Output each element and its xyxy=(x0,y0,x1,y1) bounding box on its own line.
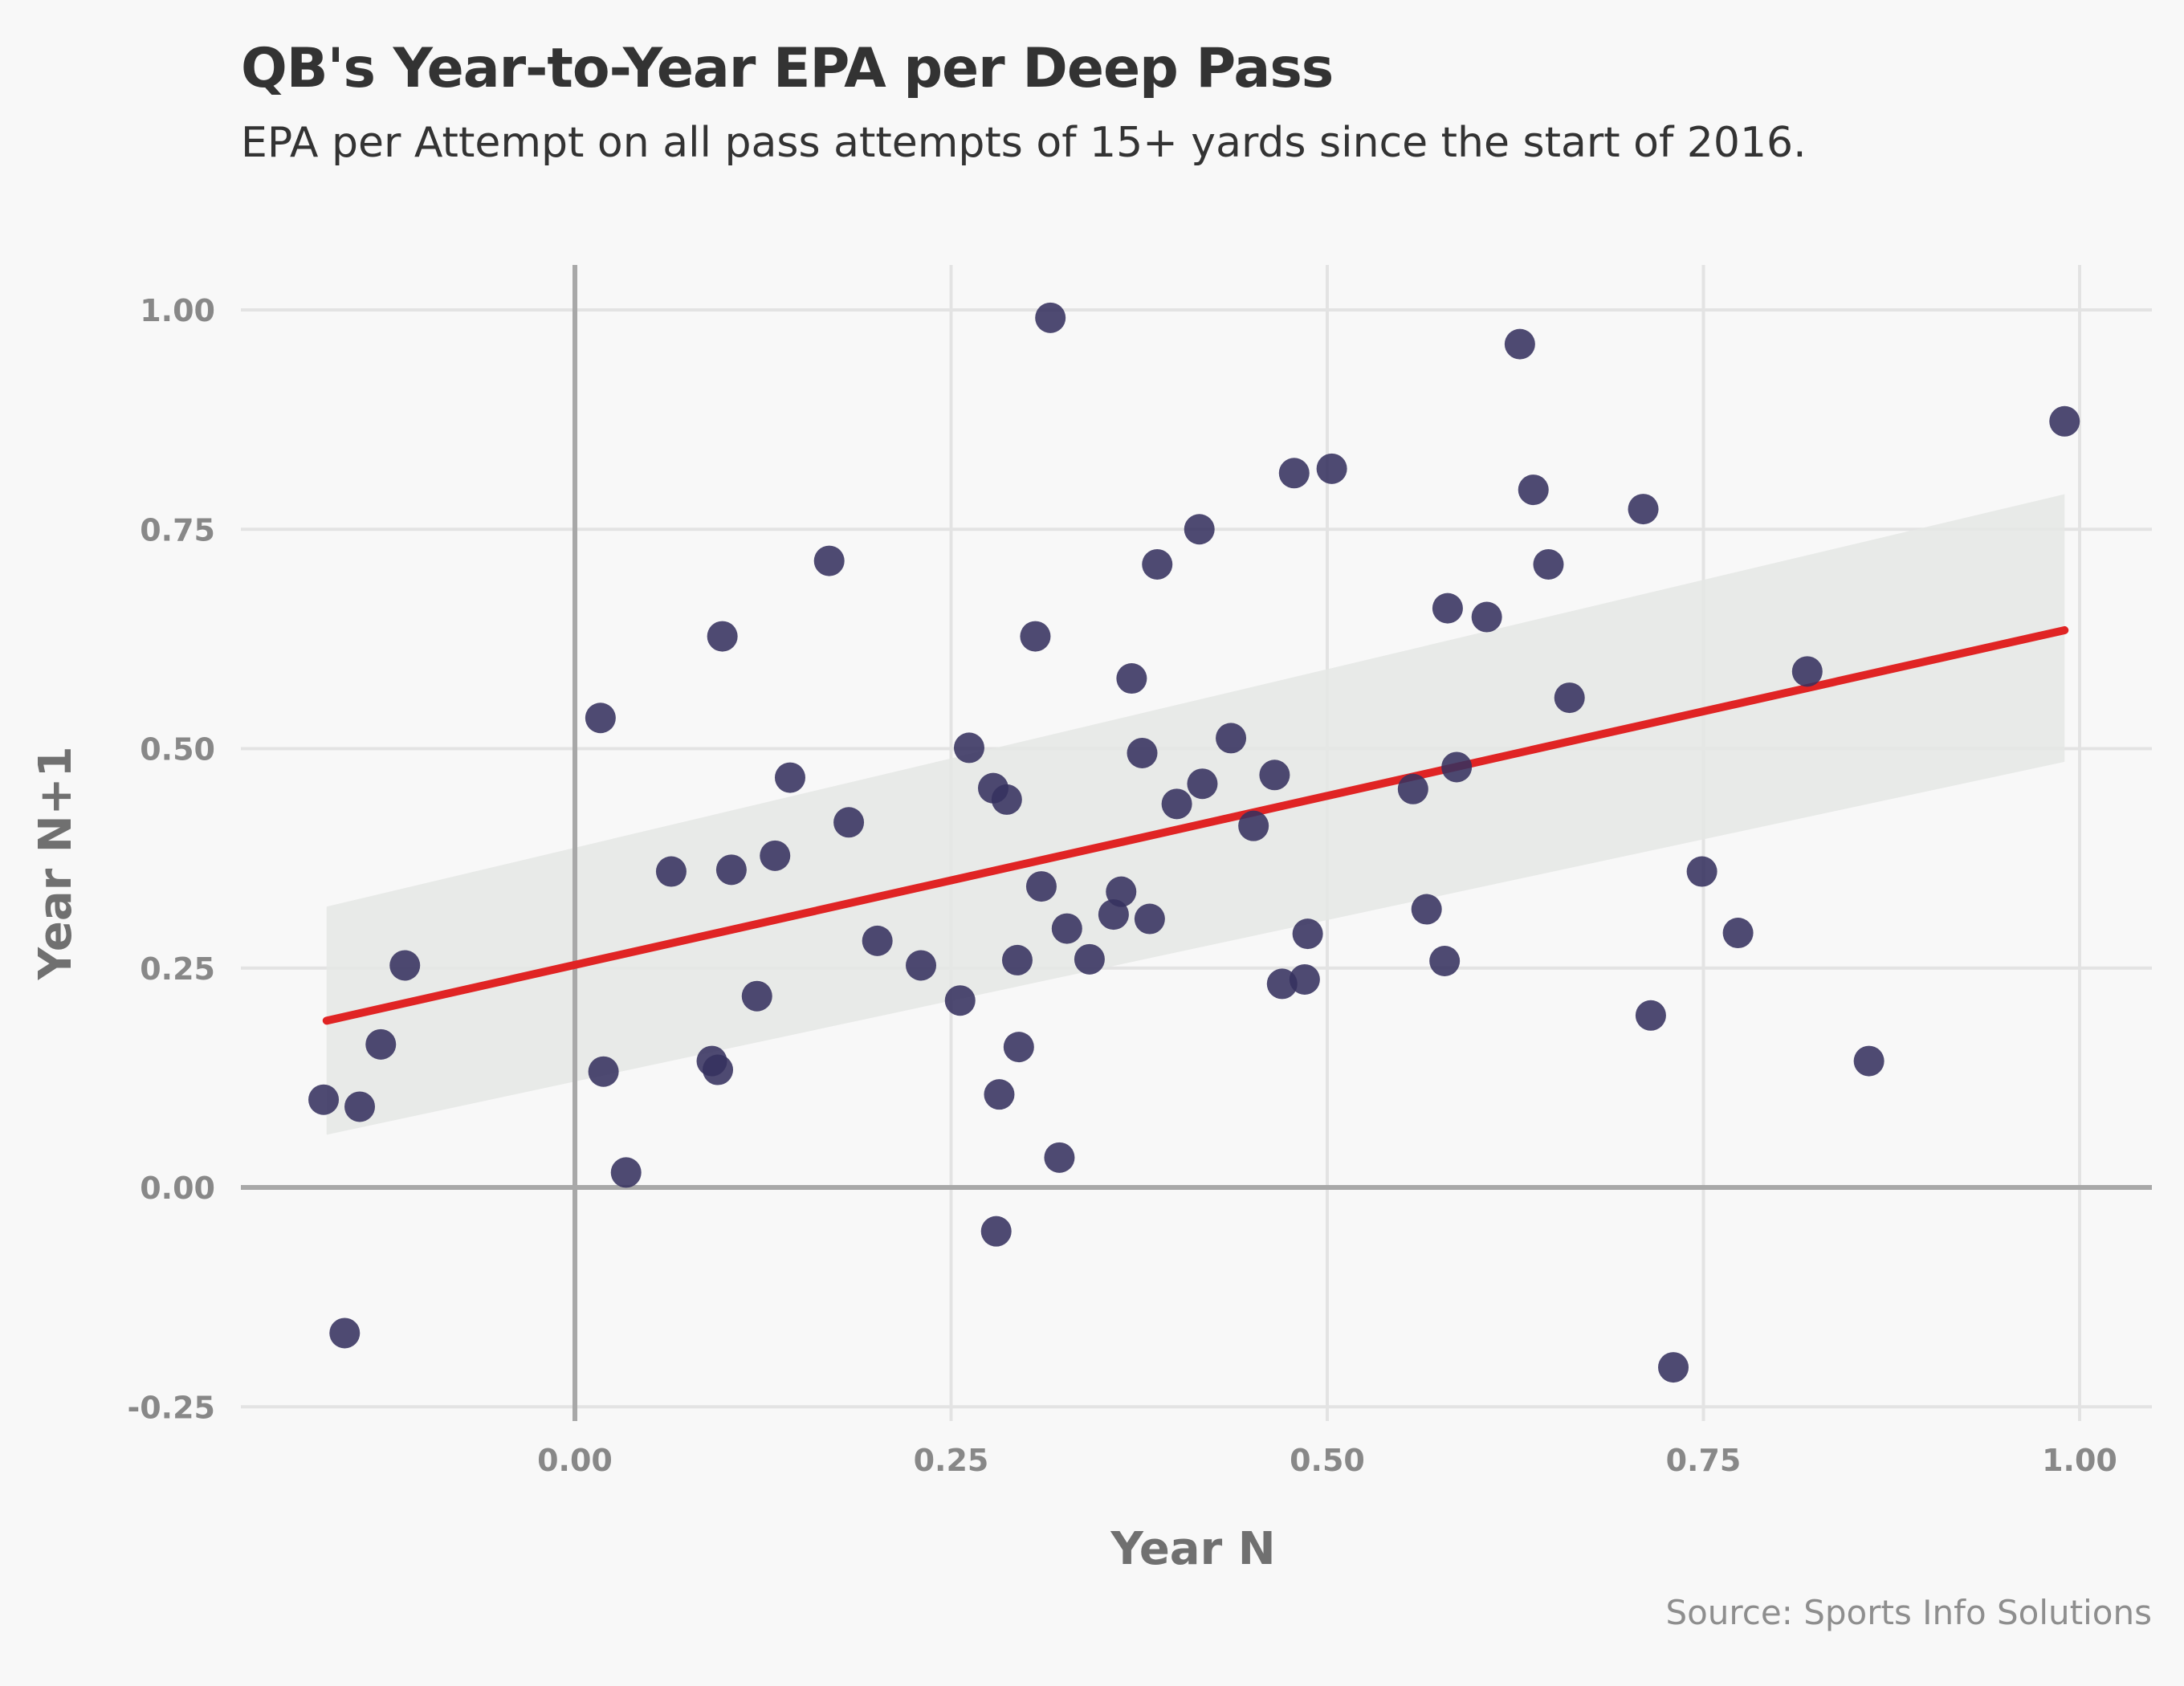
data-point xyxy=(980,1216,1012,1247)
y-tick-label: 0.25 xyxy=(140,951,215,987)
data-point xyxy=(984,1079,1015,1110)
data-point xyxy=(1504,328,1535,360)
data-point xyxy=(655,856,687,887)
tick-labels: 0.00 0.25 0.50 0.75 1.00 -0.25 0.00 0.25 0.50 0.7… xyxy=(127,293,2117,1478)
data-point xyxy=(1259,760,1290,791)
data-point xyxy=(1628,494,1659,525)
y-tick-label: 1.00 xyxy=(140,293,215,328)
data-point xyxy=(1518,474,1549,506)
data-point xyxy=(1161,788,1192,820)
data-point xyxy=(906,950,937,981)
data-point xyxy=(1187,768,1218,800)
data-point xyxy=(588,1056,619,1087)
data-point xyxy=(1035,302,1066,333)
data-point xyxy=(1184,514,1215,545)
x-tick-label: 0.00 xyxy=(537,1443,613,1478)
confidence-band-layer xyxy=(326,494,2065,1135)
data-point xyxy=(1238,810,1269,841)
data-point xyxy=(1441,751,1473,783)
trend-line xyxy=(322,625,2069,1025)
data-point xyxy=(365,1028,397,1060)
data-point xyxy=(862,925,893,956)
data-point xyxy=(1044,1142,1075,1173)
chart-title: QB's Year-to-Year EPA per Deep Pass xyxy=(241,37,1334,100)
data-point xyxy=(389,950,421,981)
zero-axis-lines xyxy=(241,265,2152,1421)
data-point xyxy=(1278,458,1310,489)
data-point xyxy=(1289,963,1320,995)
data-point xyxy=(1001,944,1033,975)
data-point xyxy=(1471,601,1502,633)
data-point xyxy=(741,980,772,1012)
y-tick-label: 0.50 xyxy=(140,732,215,768)
data-point xyxy=(1266,968,1298,1000)
data-point xyxy=(1142,548,1173,580)
data-point xyxy=(1127,737,1158,768)
x-tick-label: 0.25 xyxy=(914,1443,989,1478)
x-tick-label: 1.00 xyxy=(2042,1443,2117,1478)
data-point xyxy=(1411,894,1442,925)
data-point xyxy=(703,1054,734,1085)
data-point xyxy=(1635,1000,1666,1031)
data-point xyxy=(1116,663,1147,694)
data-point xyxy=(344,1091,376,1122)
data-point xyxy=(1003,1032,1034,1063)
data-point xyxy=(1292,918,1323,950)
source-note: Source: Sports Info Solutions xyxy=(1665,1593,2152,1632)
x-axis-title: Year N xyxy=(1110,1523,1275,1575)
data-point xyxy=(1791,656,1823,687)
data-point xyxy=(1554,682,1585,714)
trend-line-layer xyxy=(322,625,2069,1025)
data-point xyxy=(1134,903,1165,935)
data-point xyxy=(1397,773,1428,804)
data-point xyxy=(1074,943,1105,975)
data-point xyxy=(1106,876,1137,907)
data-point xyxy=(1722,918,1754,949)
data-point xyxy=(610,1157,642,1188)
data-point xyxy=(1025,871,1057,902)
x-tick-label: 0.50 xyxy=(1290,1443,1365,1478)
data-point xyxy=(1533,548,1564,580)
data-point xyxy=(1429,946,1461,977)
data-point xyxy=(1216,723,1247,754)
data-point xyxy=(833,807,865,838)
data-point xyxy=(1853,1045,1885,1077)
data-point xyxy=(2049,405,2080,437)
y-tick-label: -0.25 xyxy=(127,1390,215,1425)
data-point xyxy=(813,545,845,576)
data-point xyxy=(991,784,1022,815)
data-point xyxy=(1686,856,1717,887)
y-tick-label: 0.00 xyxy=(140,1171,215,1206)
y-axis-title: Year N+1 xyxy=(30,746,82,980)
data-point xyxy=(715,854,747,886)
data-point xyxy=(774,762,805,793)
data-point xyxy=(329,1317,361,1349)
x-tick-label: 0.75 xyxy=(1666,1443,1742,1478)
data-point xyxy=(1316,453,1347,484)
y-tick-label: 0.75 xyxy=(140,512,215,548)
data-point xyxy=(1020,621,1051,652)
chart-subtitle: EPA per Attempt on all pass attempts of … xyxy=(241,119,1807,167)
data-point xyxy=(1432,593,1463,624)
data-point xyxy=(760,840,791,871)
data-point xyxy=(1051,913,1082,944)
data-point xyxy=(944,985,976,1016)
data-point xyxy=(707,621,738,652)
data-point xyxy=(953,732,984,764)
data-points xyxy=(308,302,2080,1383)
data-point xyxy=(308,1084,340,1115)
confidence-band xyxy=(326,494,2065,1135)
data-point xyxy=(585,702,616,734)
data-point xyxy=(1658,1352,1689,1383)
